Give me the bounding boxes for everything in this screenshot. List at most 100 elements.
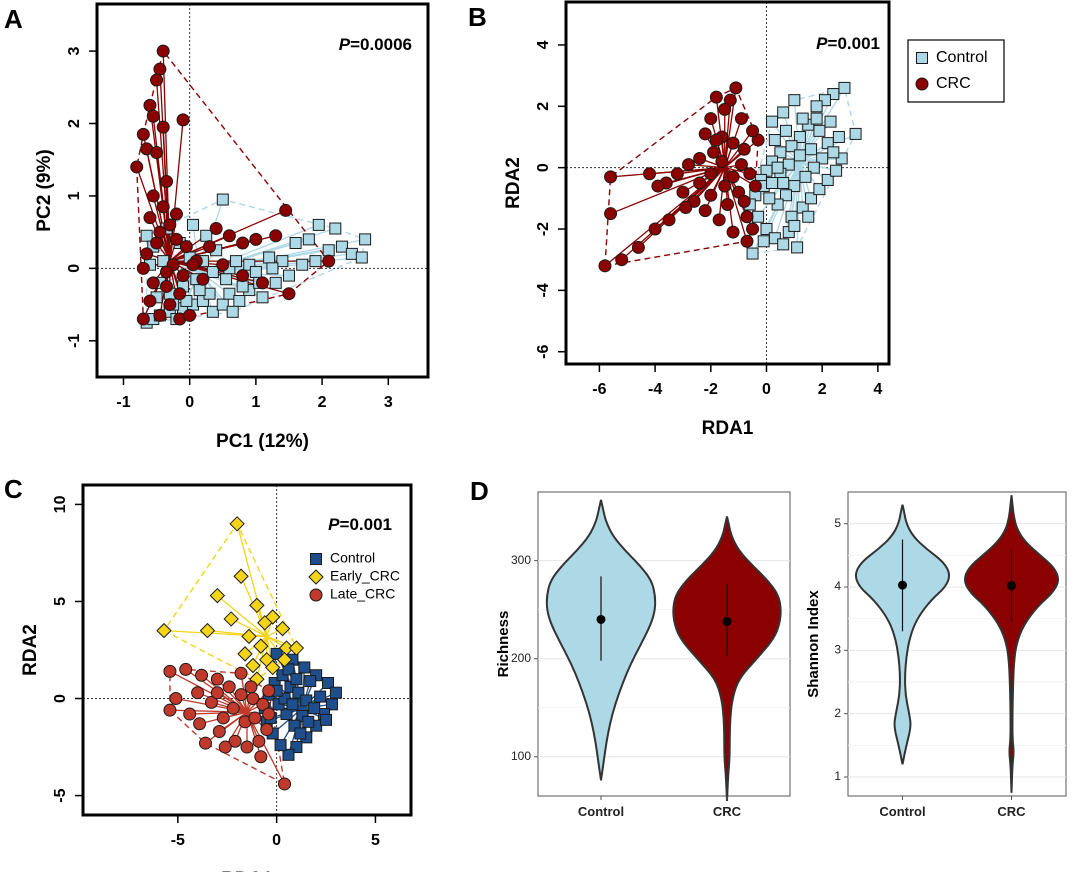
panel-d-richness-category-label: Control <box>578 804 624 819</box>
panel-a-point-crc <box>153 308 167 322</box>
panel-c-point-early_crc <box>249 597 265 614</box>
panel-a-point-control <box>200 229 213 242</box>
panel-c-point-late_crc <box>228 734 242 748</box>
panel-c-point-early_crc <box>264 659 281 676</box>
panel-b-xtick-label: 0 <box>762 381 771 398</box>
panel-c-point-early_crc <box>209 587 226 604</box>
panel-b-point-crc <box>648 222 662 236</box>
panel-b-point-control <box>802 210 815 223</box>
panel-c-point-late_crc <box>193 717 207 731</box>
panel-a-point-crc <box>203 240 217 254</box>
panel-c-point-late_crc <box>256 697 270 711</box>
panel-b-hull-control <box>749 87 857 255</box>
panel-c-point-early_crc <box>274 620 291 637</box>
panel-d-shannon-ytick-label: 4 <box>834 579 841 593</box>
panel-b-legend-frame <box>907 39 1005 103</box>
panel-c-point-control <box>282 748 295 761</box>
panel-d-shannon: 1 2 3 4 5 Control CRC Shannon Index <box>805 491 1067 819</box>
panel-a-point-crc <box>146 276 160 290</box>
p-symbol: P <box>816 34 828 53</box>
panel-b-point-crc <box>643 167 657 181</box>
panel-a-point-control <box>312 218 325 231</box>
panel-c-point-control <box>302 715 315 728</box>
panel-a-point-crc <box>136 261 150 275</box>
panel-b-point-control <box>793 130 806 143</box>
panel-c-point-early_crc <box>245 657 261 674</box>
panel-c-point-control <box>290 673 303 686</box>
panel-c-point-late_crc <box>216 711 230 725</box>
panel-c-point-control <box>300 694 313 707</box>
panel-c-point-control <box>290 741 303 754</box>
panel-b-point-control <box>835 152 848 165</box>
panel-c-point-late_crc <box>195 668 209 682</box>
panel-b-point-control <box>788 219 801 232</box>
panel-a-point-control <box>256 291 269 304</box>
panel-c-point-control <box>314 690 327 703</box>
panel-b-point-crc <box>693 176 707 190</box>
panel-d-shannon-ytick-label: 1 <box>834 769 841 783</box>
panel-b-point-crc <box>709 133 723 147</box>
panel-b-point-crc <box>740 234 754 248</box>
panel-a-point-control <box>243 258 256 271</box>
panel-b-point-crc <box>604 170 618 184</box>
panel-b-point-crc <box>748 179 762 193</box>
panel-b-point-control <box>813 183 826 196</box>
panel-a-point-crc <box>186 258 200 272</box>
panel-b-point-control <box>818 94 831 107</box>
panel-c-point-late_crc <box>262 707 276 721</box>
panel-c-point-late_crc <box>248 711 262 725</box>
panel-b-point-crc <box>682 158 696 172</box>
panel-d-shannon-category-label: CRC <box>997 804 1026 819</box>
panel-a-point-control <box>216 298 229 311</box>
panel-b-point-crc <box>670 167 684 181</box>
panel-a-point-crc <box>169 232 183 246</box>
panel-b-point-crc <box>704 188 718 202</box>
panel-b-point-control <box>810 100 823 113</box>
panel-b-point-control <box>799 170 812 183</box>
panel-b-point-control <box>757 235 770 248</box>
panel-b-point-control <box>785 140 798 153</box>
panel-c-legend-label: Control <box>330 550 375 566</box>
panel-a-point-crc <box>216 258 230 272</box>
panel-a-point-control <box>186 218 199 231</box>
panel-a-ytick-label: 0 <box>66 264 83 273</box>
panel-c-frame <box>81 483 413 817</box>
panel-b-point-control <box>777 238 790 251</box>
panel-d-shannon-mean-point-crc <box>1007 581 1016 591</box>
panel-b-spoke-crc <box>718 167 726 220</box>
panel-b-point-crc <box>737 194 751 208</box>
panel-c-p-value: P=0.001 <box>328 515 392 534</box>
p-symbol: P <box>339 35 351 54</box>
panel-c-point-control <box>320 713 333 726</box>
panel-c-point-late_crc <box>240 740 254 754</box>
panel-c-point-early_crc <box>288 640 305 656</box>
panel-d-richness-ylabel: Richness <box>495 611 512 678</box>
panel-b-xtick-label: -6 <box>592 381 606 398</box>
panel-a-point-crc <box>279 203 293 217</box>
panel-c-point-early_crc <box>233 568 249 584</box>
panel-a-xtick-label: 1 <box>251 394 260 411</box>
panel-b-ytick-label: -4 <box>535 283 552 297</box>
panel-b-point-crc <box>715 155 729 169</box>
panel-b-point-control <box>816 152 829 165</box>
panel-b-point-crc <box>698 127 712 141</box>
panel-c: -5 0 5 -5 0 5 10 RDA1 RDA2 P=0.001 Control Early_CR… <box>20 483 413 872</box>
panel-b-point-crc <box>737 142 751 156</box>
panel-b-point-control <box>793 149 806 162</box>
panel-c-point-early_crc <box>257 615 273 631</box>
panel-b-point-control <box>766 177 779 189</box>
panel-b-point-control <box>777 106 790 119</box>
panel-a-point-crc <box>236 236 250 250</box>
panel-c-point-late_crc <box>226 701 240 715</box>
panel-b-point-control <box>810 112 823 125</box>
panel-b-point-control <box>774 146 787 159</box>
panel-c-point-late_crc <box>163 664 177 678</box>
panel-b-ytick-label: -2 <box>535 222 552 236</box>
panel-a-point-crc <box>183 308 197 322</box>
panel-a-point-crc <box>249 232 263 246</box>
panel-c-spoke-early_crc <box>216 595 268 637</box>
panel-b-point-crc <box>598 259 612 273</box>
panel-b-point-control <box>827 146 840 159</box>
panel-a-point-control <box>236 280 249 293</box>
panel-c-point-late_crc <box>278 777 292 791</box>
